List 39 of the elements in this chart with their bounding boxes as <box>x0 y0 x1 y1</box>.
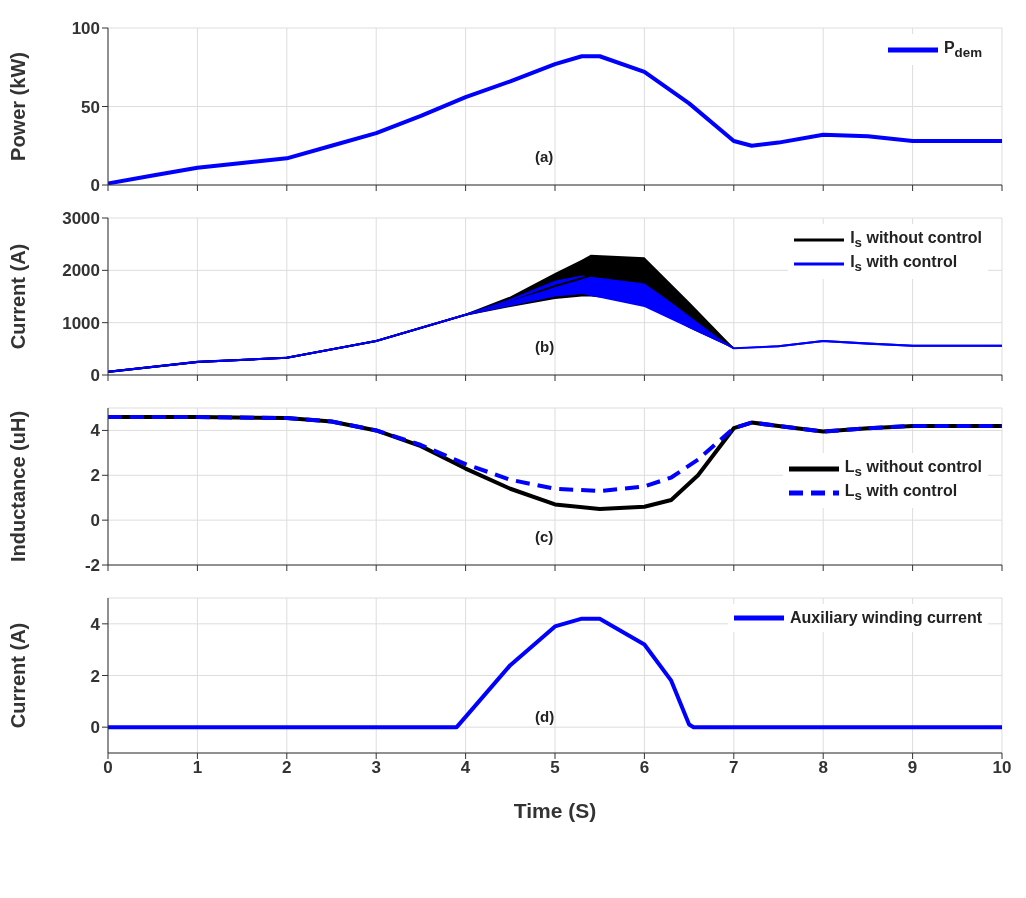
y-tick-label: 0 <box>90 366 100 386</box>
annotation: (a) <box>535 148 554 165</box>
x-tick-label: 1 <box>192 758 203 778</box>
y-tick-label: 50 <box>81 97 100 117</box>
legend-label: Auxiliary winding current <box>789 609 982 627</box>
x-tick-label: 5 <box>550 758 560 778</box>
y-tick-label: 2000 <box>62 261 100 281</box>
x-tick-label: 8 <box>818 758 828 778</box>
legend-label: L$_{s}$ without control <box>844 458 982 480</box>
y-tick-label: 4 <box>90 614 101 634</box>
legend-label: I$_{s}$ without control <box>850 229 982 251</box>
x-tick-label: 3 <box>371 758 381 778</box>
legend-label: L$_{s}$ with control <box>844 482 958 504</box>
x-tick-label: 9 <box>907 758 918 778</box>
y-tick-label: 2 <box>90 666 100 686</box>
y-axis-title: Power (kW) <box>7 52 30 161</box>
legend-label: I$_{s}$ with control <box>850 253 958 275</box>
legend-label: P$_{dem}$ <box>943 39 982 61</box>
y-tick-label: 4 <box>90 421 101 441</box>
x-axis-title: Time (S) <box>513 799 597 822</box>
x-tick-label: 2 <box>282 758 292 778</box>
annotation: (b) <box>535 338 555 355</box>
x-tick-label: 10 <box>992 758 1012 778</box>
y-axis-title: Current (A) <box>7 243 30 350</box>
y-tick-label: 0 <box>90 176 100 196</box>
annotation: (d) <box>535 708 555 725</box>
y-axis-title: Current (A) <box>7 622 30 729</box>
annotation: (c) <box>535 528 554 545</box>
y-tick-label: 1000 <box>62 313 100 333</box>
y-tick-label: 100 <box>71 19 100 39</box>
x-tick-label: 6 <box>639 758 650 778</box>
x-tick-label: 4 <box>460 758 471 778</box>
y-tick-label: 3000 <box>62 209 100 229</box>
y-tick-label: 0 <box>90 718 100 738</box>
y-tick-label: -2 <box>84 556 100 576</box>
y-tick-label: 2 <box>90 466 100 486</box>
y-axis-title: Inductance (uH) <box>7 410 30 563</box>
y-tick-label: 0 <box>90 511 100 531</box>
x-tick-label: 7 <box>729 758 739 778</box>
